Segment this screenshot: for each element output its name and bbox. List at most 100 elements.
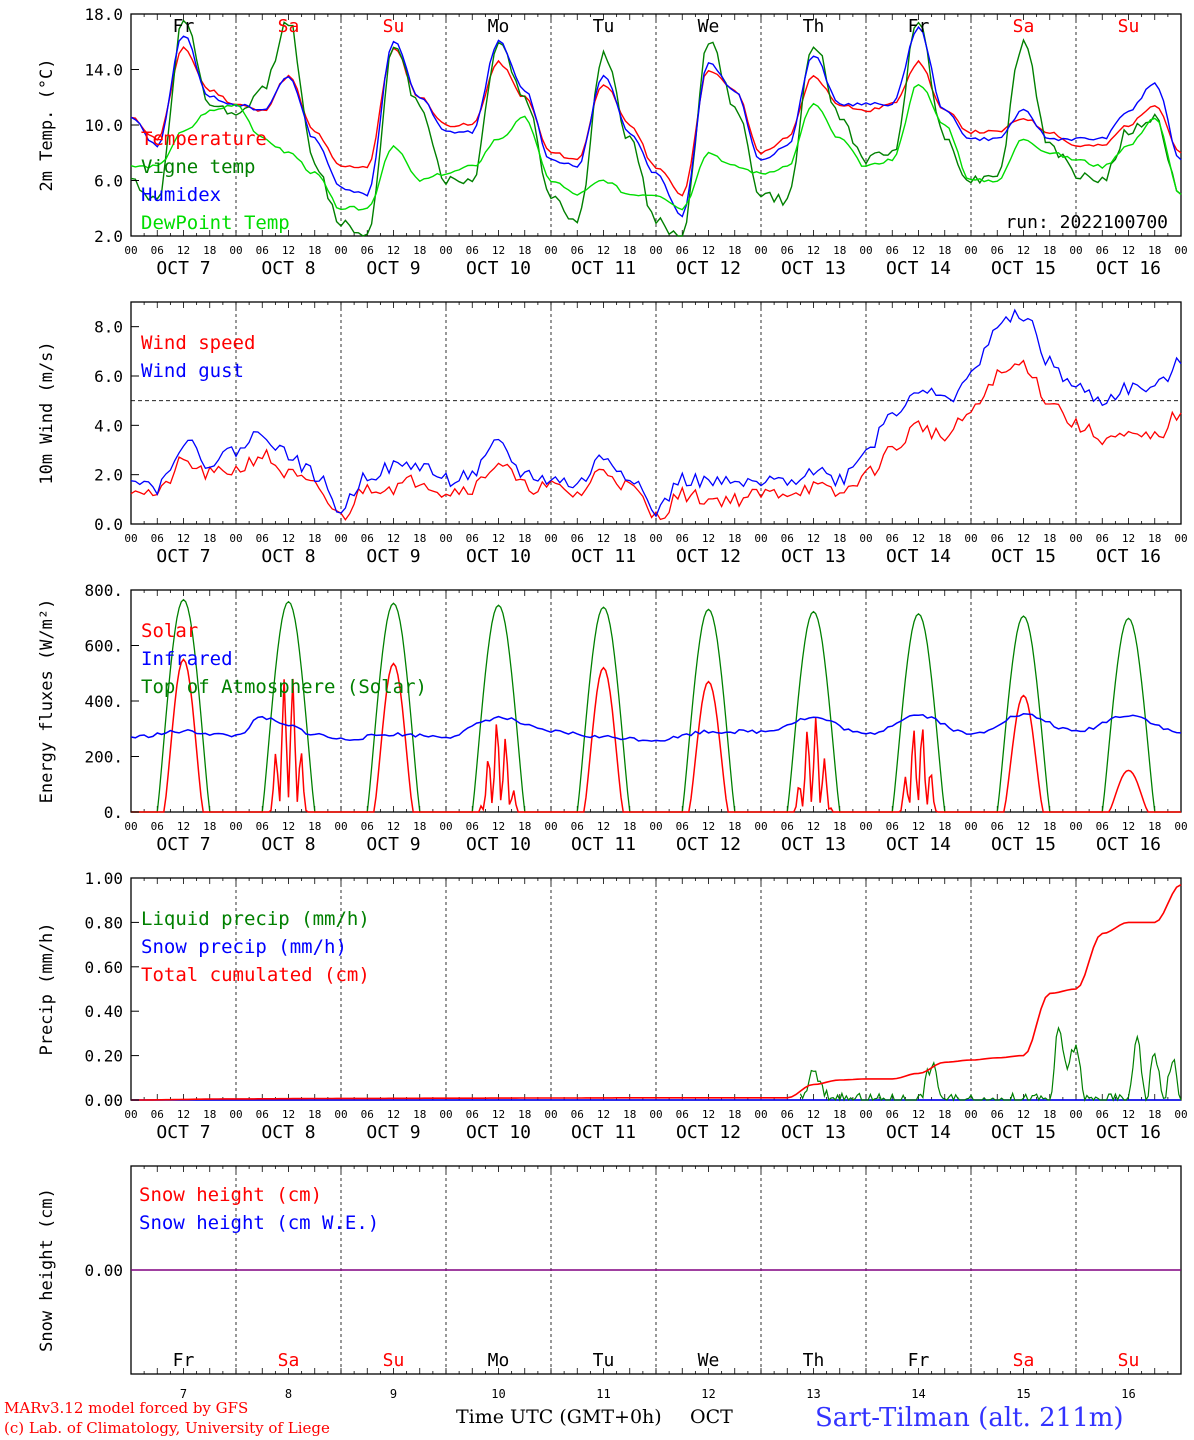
model-credit-line1: MARv3.12 model forced by GFS (4, 1399, 249, 1417)
hour-tick-label: 00 (1069, 244, 1082, 257)
hour-tick-label: 00 (649, 1108, 662, 1121)
hour-tick-label: 06 (466, 820, 479, 833)
date-label: OCT 14 (886, 546, 951, 567)
day-number-label: 16 (1121, 1387, 1135, 1401)
date-label: OCT 7 (156, 834, 210, 855)
hour-tick-label: 06 (781, 244, 794, 257)
y-tick-label: 400. (84, 692, 123, 711)
hour-tick-label: 12 (177, 244, 190, 257)
date-label: OCT 14 (886, 258, 951, 279)
date-label: OCT 15 (991, 258, 1056, 279)
hour-tick-label: 12 (177, 532, 190, 545)
hour-tick-label: 18 (623, 532, 636, 545)
hour-tick-label: 00 (754, 532, 767, 545)
legend-entry: Snow height (cm W.E.) (139, 1212, 379, 1234)
day-number-label: 13 (806, 1387, 820, 1401)
hour-tick-label: 06 (361, 1108, 374, 1121)
hour-tick-label: 00 (124, 1108, 137, 1121)
hour-tick-label: 06 (781, 820, 794, 833)
legend-entry: DewPoint Temp (141, 212, 290, 234)
y-tick-label: 0. (104, 803, 123, 822)
hour-tick-label: 06 (1096, 244, 1109, 257)
hour-tick-label: 18 (1043, 820, 1056, 833)
y-axis-label: Energy fluxes (W/m²) (37, 599, 57, 804)
hour-tick-label: 06 (781, 532, 794, 545)
hour-tick-label: 18 (413, 820, 426, 833)
hour-tick-label: 00 (1069, 820, 1082, 833)
y-tick-label: 1.00 (84, 869, 123, 888)
hour-tick-label: 18 (833, 1108, 846, 1121)
hour-tick-label: 18 (203, 244, 216, 257)
hour-tick-label: 18 (518, 1108, 531, 1121)
hour-tick-label: 00 (859, 244, 872, 257)
hour-tick-label: 00 (649, 820, 662, 833)
series-wind-gust (130, 308, 1182, 518)
hour-tick-label: 00 (439, 820, 452, 833)
legend-entry: Wind gust (141, 360, 244, 382)
y-tick-label: 0.00 (84, 1091, 123, 1110)
hour-tick-label: 06 (466, 532, 479, 545)
hour-tick-label: 18 (1043, 1108, 1056, 1121)
hour-tick-label: 06 (151, 532, 164, 545)
series-infrared (130, 713, 1182, 742)
day-number-label: 10 (491, 1387, 505, 1401)
y-tick-label: 800. (84, 581, 123, 600)
date-label: OCT 16 (1096, 834, 1161, 855)
weekday-label: Mo (488, 1350, 510, 1371)
series-vigne-temp (130, 19, 1182, 237)
hour-tick-label: 12 (1122, 1108, 1135, 1121)
hour-tick-label: 06 (676, 820, 689, 833)
hour-tick-label: 18 (413, 1108, 426, 1121)
y-axis-label: 2m Temp. (°C) (37, 58, 57, 191)
series-wind-speed (130, 359, 1182, 521)
weekday-label: Mo (488, 16, 510, 37)
hour-tick-label: 12 (1122, 532, 1135, 545)
hour-tick-label: 00 (964, 244, 977, 257)
hour-tick-label: 00 (124, 820, 137, 833)
hour-tick-label: 06 (361, 820, 374, 833)
hour-tick-label: 06 (991, 1108, 1004, 1121)
hour-tick-label: 12 (1017, 820, 1030, 833)
hour-tick-label: 18 (1148, 1108, 1161, 1121)
hour-tick-label: 18 (938, 244, 951, 257)
legend-entry: Snow precip (mm/h) (141, 936, 347, 958)
y-tick-label: 14.0 (84, 61, 123, 80)
hour-tick-label: 18 (1043, 244, 1056, 257)
hour-tick-label: 18 (308, 532, 321, 545)
hour-tick-label: 00 (334, 532, 347, 545)
hour-tick-label: 12 (702, 1108, 715, 1121)
hour-tick-label: 12 (282, 532, 295, 545)
hour-tick-label: 12 (387, 532, 400, 545)
hour-tick-label: 18 (938, 1108, 951, 1121)
hour-tick-label: 12 (282, 244, 295, 257)
date-label: OCT 15 (991, 546, 1056, 567)
hour-tick-label: 12 (282, 1108, 295, 1121)
hour-tick-label: 00 (544, 244, 557, 257)
panel-1 (130, 13, 1182, 237)
day-number-label: 12 (701, 1387, 715, 1401)
hour-tick-label: 00 (229, 244, 242, 257)
series-dewpoint-temp (130, 83, 1182, 211)
hour-tick-label: 18 (1148, 244, 1161, 257)
series-humidex (130, 25, 1182, 218)
hour-tick-label: 18 (308, 820, 321, 833)
date-label: OCT 12 (676, 1122, 741, 1143)
date-label: OCT 11 (571, 258, 636, 279)
hour-tick-label: 12 (702, 244, 715, 257)
date-label: OCT 16 (1096, 1122, 1161, 1143)
weekday-label: Su (383, 1350, 405, 1371)
hour-tick-label: 06 (256, 244, 269, 257)
hour-tick-label: 12 (1017, 1108, 1030, 1121)
y-tick-label: 18.0 (84, 5, 123, 24)
hour-tick-label: 06 (991, 532, 1004, 545)
hour-tick-label: 06 (571, 1108, 584, 1121)
hour-tick-label: 06 (361, 244, 374, 257)
hour-tick-label: 00 (1174, 1108, 1187, 1121)
date-label: OCT 12 (676, 834, 741, 855)
hour-tick-label: 12 (282, 820, 295, 833)
hour-tick-label: 18 (518, 820, 531, 833)
hour-tick-label: 06 (676, 244, 689, 257)
y-axis-label: Snow height (cm) (37, 1188, 57, 1352)
hour-tick-label: 00 (859, 1108, 872, 1121)
